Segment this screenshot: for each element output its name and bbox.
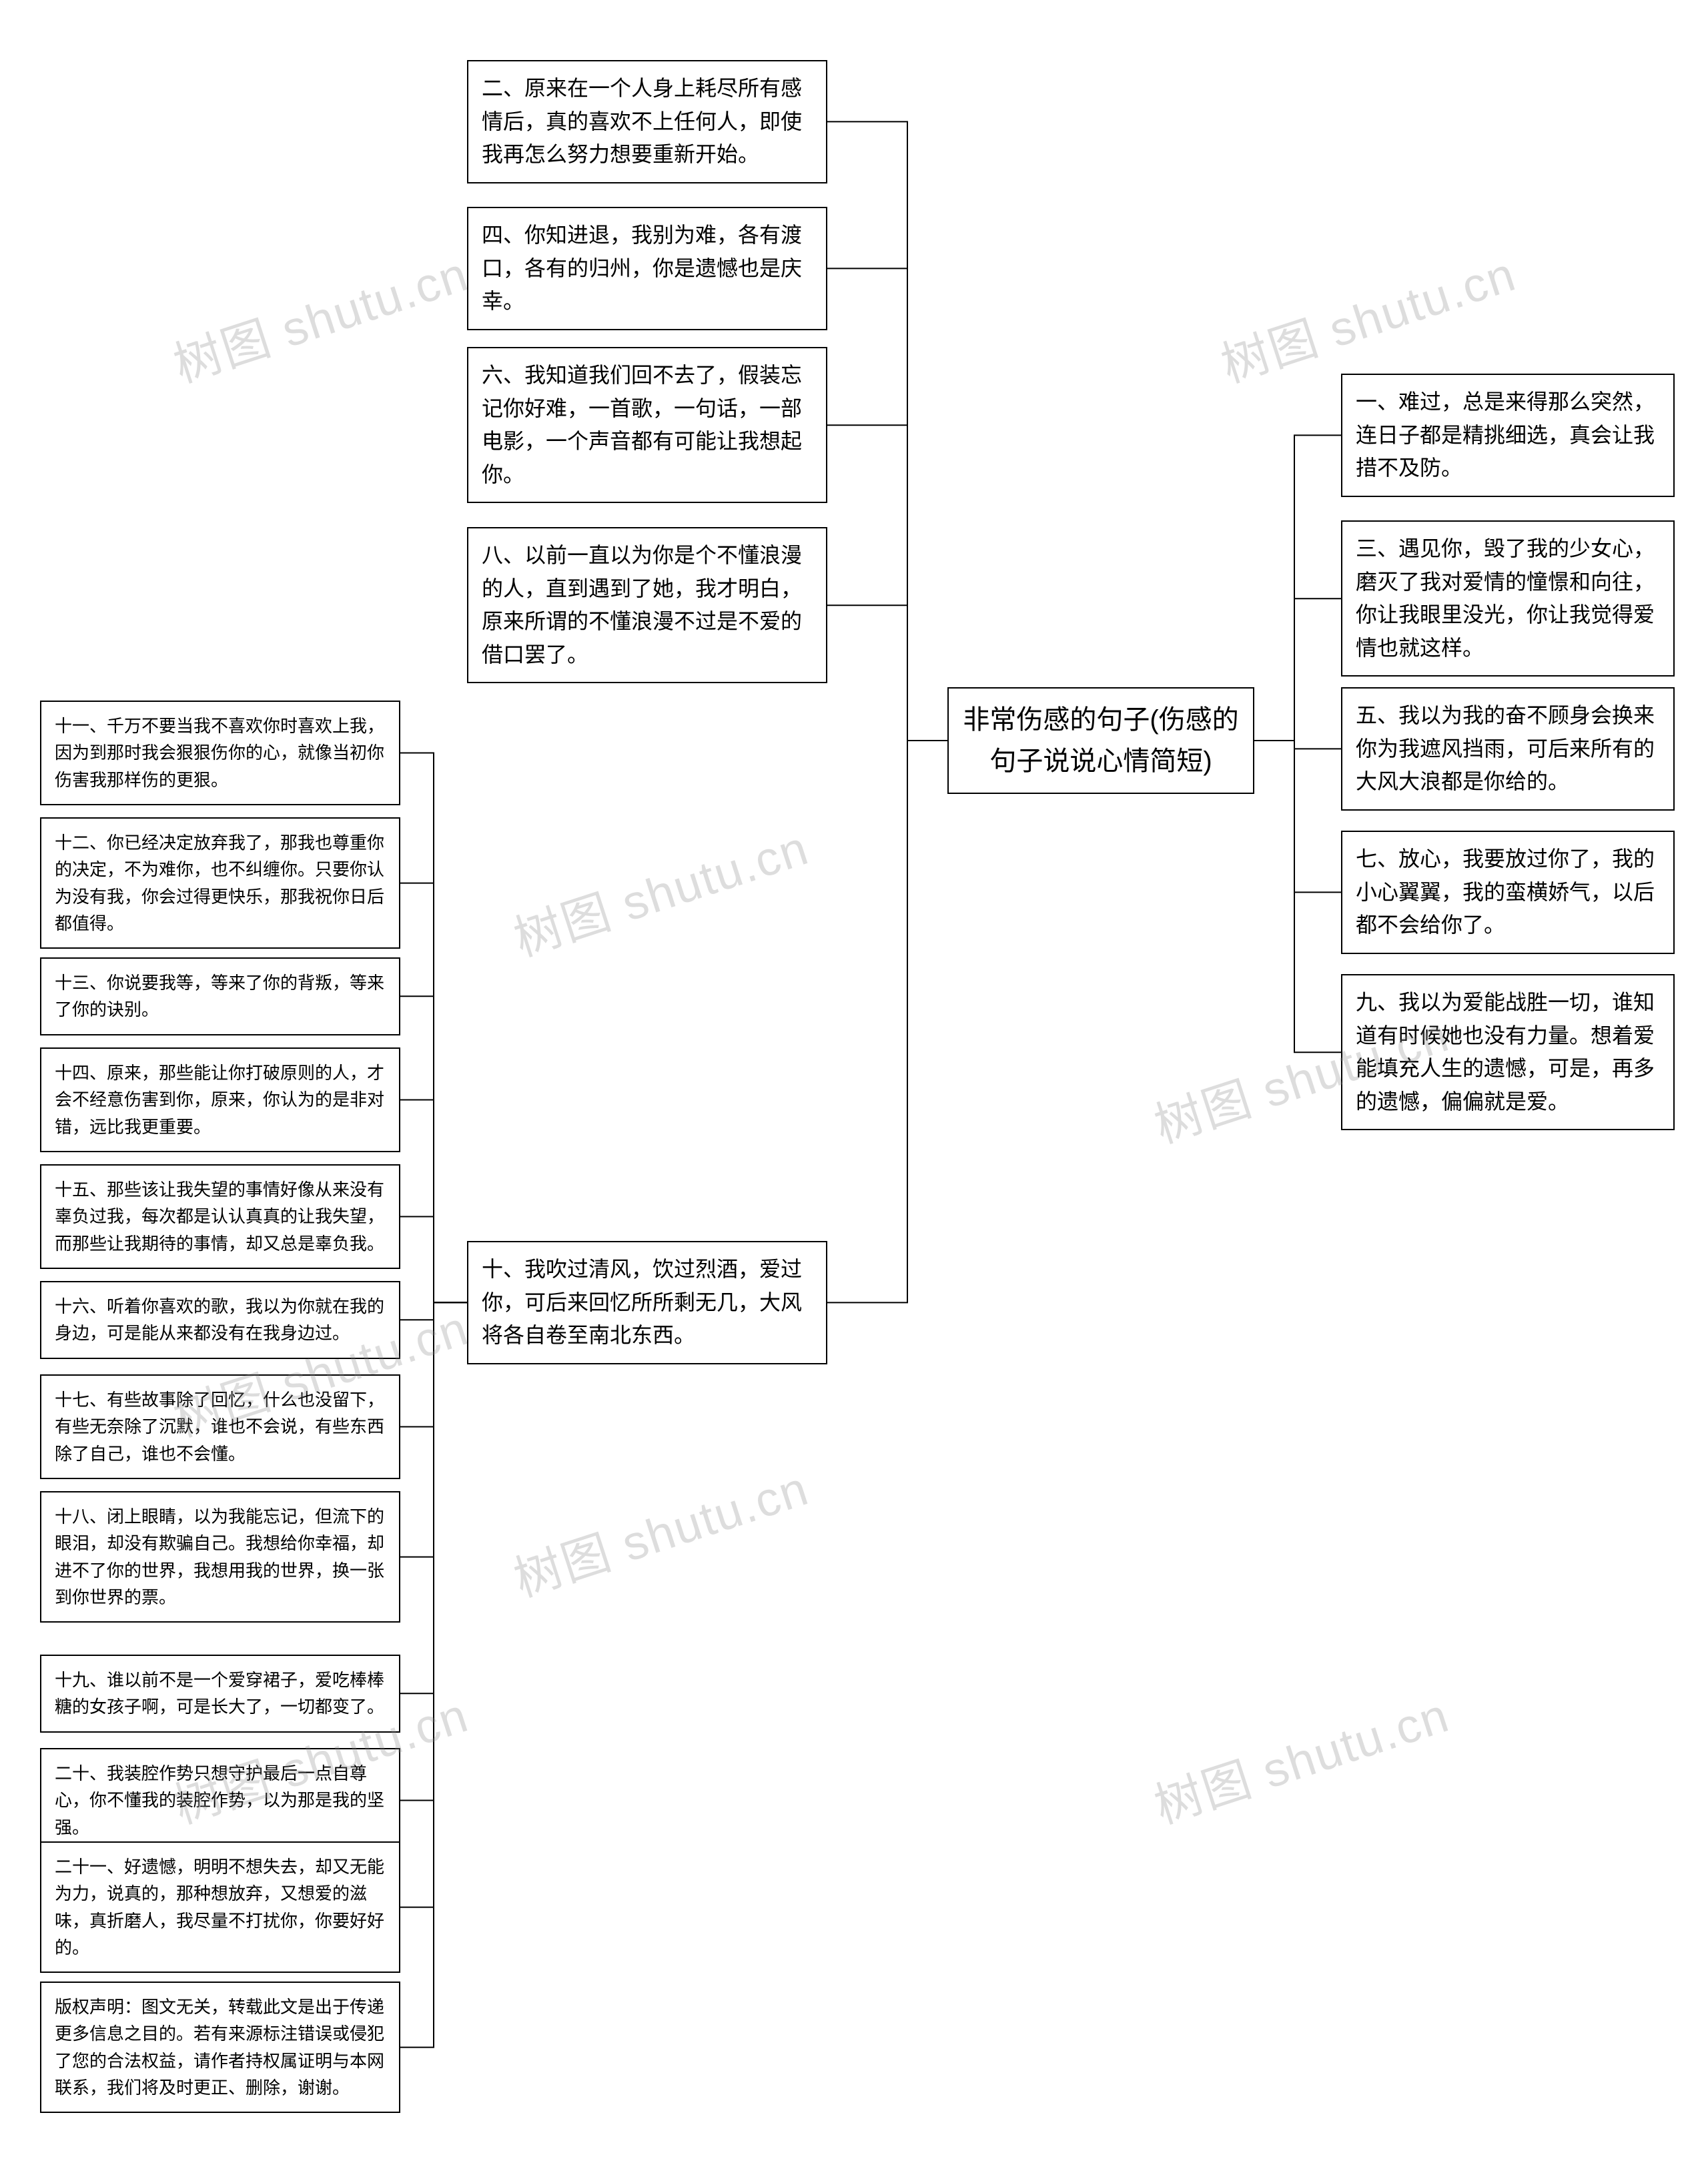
leaf-label-copyright: 版权声明：图文无关，转载此文是出于传递更多信息之目的。若有来源标注错误或侵犯了您…: [55, 1997, 384, 2098]
left-upper-label-4: 四、你知进退，我别为难，各有渡口，各有的归州，你是遗憾也是庆幸。: [482, 223, 802, 313]
left-node-10: 十、我吹过清风，饮过烈酒，爱过你，可后来回忆所所剩无几，大风将各自卷至南北东西。: [467, 1241, 827, 1364]
right-node-1: 一、难过，总是来得那么突然，连日子都是精挑细选，真会让我措不及防。: [1341, 374, 1675, 497]
leaf-node-11: 十一、千万不要当我不喜欢你时喜欢上我，因为到那时我会狠狠伤你的心，就像当初你伤害…: [40, 701, 400, 805]
left-upper-node-8: 八、以前一直以为你是个不懂浪漫的人，直到遇到了她，我才明白，原来所谓的不懂浪漫不…: [467, 527, 827, 683]
leaf-node-13: 十三、你说要我等，等来了你的背叛，等来了你的诀别。: [40, 957, 400, 1035]
right-node-3: 三、遇见你，毁了我的少女心，磨灭了我对爱情的憧憬和向往，你让我眼里没光，你让我觉…: [1341, 520, 1675, 677]
leaf-node-20: 二十、我装腔作势只想守护最后一点自尊心，你不懂我的装腔作势，以为那是我的坚强。: [40, 1748, 400, 1853]
right-node-7: 七、放心，我要放过你了，我的小心翼翼，我的蛮横娇气，以后都不会给你了。: [1341, 831, 1675, 954]
leaf-node-17: 十七、有些故事除了回忆，什么也没留下，有些无奈除了沉默，谁也不会说，有些东西除了…: [40, 1374, 400, 1479]
watermark: 树图 shutu.cn: [504, 1449, 816, 1610]
leaf-label-13: 十三、你说要我等，等来了你的背叛，等来了你的诀别。: [55, 973, 384, 1019]
mindmap-stage: 非常伤感的句子(伤感的句子说说心情简短) 一、难过，总是来得那么突然，连日子都是…: [0, 0, 1708, 2179]
leaf-node-21: 二十一、好遗憾，明明不想失去，却又无能为力，说真的，那种想放弃，又想爱的滋味，真…: [40, 1841, 400, 1973]
right-label-5: 五、我以为我的奋不顾身会换来你为我遮风挡雨，可后来所有的大风大浪都是你给的。: [1356, 703, 1655, 793]
leaf-label-12: 十二、你已经决定放弃我了，那我也尊重你的决定，不为难你，也不纠缠你。只要你认为没…: [55, 833, 384, 933]
leaf-node-18: 十八、闭上眼睛，以为我能忘记，但流下的眼泪，却没有欺骗自己。我想给你幸福，却进不…: [40, 1491, 400, 1623]
leaf-label-16: 十六、听着你喜欢的歌，我以为你就在我的身边，可是能从来都没有在我身边过。: [55, 1296, 384, 1343]
leaf-label-19: 十九、谁以前不是一个爱穿裙子，爱吃棒棒糖的女孩子啊，可是长大了，一切都变了。: [55, 1670, 384, 1717]
leaf-label-17: 十七、有些故事除了回忆，什么也没留下，有些无奈除了沉默，谁也不会说，有些东西除了…: [55, 1390, 384, 1464]
leaf-label-14: 十四、原来，那些能让你打破原则的人，才会不经意伤害到你，原来，你认为的是非对错，…: [55, 1063, 384, 1137]
leaf-label-20: 二十、我装腔作势只想守护最后一点自尊心，你不懂我的装腔作势，以为那是我的坚强。: [55, 1763, 384, 1837]
leaf-node-15: 十五、那些该让我失望的事情好像从来没有辜负过我，每次都是认认真真的让我失望，而那…: [40, 1164, 400, 1269]
leaf-label-11: 十一、千万不要当我不喜欢你时喜欢上我，因为到那时我会狠狠伤你的心，就像当初你伤害…: [55, 716, 384, 790]
watermark: 树图 shutu.cn: [163, 235, 476, 396]
right-node-5: 五、我以为我的奋不顾身会换来你为我遮风挡雨，可后来所有的大风大浪都是你给的。: [1341, 687, 1675, 811]
left-upper-label-8: 八、以前一直以为你是个不懂浪漫的人，直到遇到了她，我才明白，原来所谓的不懂浪漫不…: [482, 543, 802, 667]
right-label-7: 七、放心，我要放过你了，我的小心翼翼，我的蛮横娇气，以后都不会给你了。: [1356, 847, 1655, 937]
left-upper-node-6: 六、我知道我们回不去了，假装忘记你好难，一首歌，一句话，一部电影，一个声音都有可…: [467, 347, 827, 503]
right-label-3: 三、遇见你，毁了我的少女心，磨灭了我对爱情的憧憬和向往，你让我眼里没光，你让我觉…: [1356, 536, 1655, 660]
leaf-node-12: 十二、你已经决定放弃我了，那我也尊重你的决定，不为难你，也不纠缠你。只要你认为没…: [40, 817, 400, 949]
right-label-9: 九、我以为爱能战胜一切，谁知道有时候她也没有力量。想着爱能填充人生的遗憾，可是，…: [1356, 990, 1655, 1114]
watermark: 树图 shutu.cn: [504, 809, 816, 969]
left-upper-node-4: 四、你知进退，我别为难，各有渡口，各有的归州，你是遗憾也是庆幸。: [467, 207, 827, 330]
center-label: 非常伤感的句子(伤感的句子说说心情简短): [963, 705, 1238, 776]
left-label-10: 十、我吹过清风，饮过烈酒，爱过你，可后来回忆所所剩无几，大风将各自卷至南北东西。: [482, 1257, 802, 1347]
watermark: 树图 shutu.cn: [1211, 235, 1523, 396]
left-upper-label-6: 六、我知道我们回不去了，假装忘记你好难，一首歌，一句话，一部电影，一个声音都有可…: [482, 363, 802, 486]
leaf-label-18: 十八、闭上眼睛，以为我能忘记，但流下的眼泪，却没有欺骗自己。我想给你幸福，却进不…: [55, 1506, 384, 1607]
leaf-node-copyright: 版权声明：图文无关，转载此文是出于传递更多信息之目的。若有来源标注错误或侵犯了您…: [40, 1982, 400, 2113]
left-upper-label-2: 二、原来在一个人身上耗尽所有感情后，真的喜欢不上任何人，即使我再怎么努力想要重新…: [482, 76, 802, 166]
right-node-9: 九、我以为爱能战胜一切，谁知道有时候她也没有力量。想着爱能填充人生的遗憾，可是，…: [1341, 974, 1675, 1130]
leaf-label-21: 二十一、好遗憾，明明不想失去，却又无能为力，说真的，那种想放弃，又想爱的滋味，真…: [55, 1857, 384, 1957]
left-upper-node-2: 二、原来在一个人身上耗尽所有感情后，真的喜欢不上任何人，即使我再怎么努力想要重新…: [467, 60, 827, 183]
leaf-label-15: 十五、那些该让我失望的事情好像从来没有辜负过我，每次都是认认真真的让我失望，而那…: [55, 1180, 384, 1254]
center-node: 非常伤感的句子(伤感的句子说说心情简短): [947, 687, 1254, 794]
leaf-node-19: 十九、谁以前不是一个爱穿裙子，爱吃棒棒糖的女孩子啊，可是长大了，一切都变了。: [40, 1655, 400, 1733]
leaf-node-16: 十六、听着你喜欢的歌，我以为你就在我的身边，可是能从来都没有在我身边过。: [40, 1281, 400, 1359]
leaf-node-14: 十四、原来，那些能让你打破原则的人，才会不经意伤害到你，原来，你认为的是非对错，…: [40, 1047, 400, 1152]
right-label-1: 一、难过，总是来得那么突然，连日子都是精挑细选，真会让我措不及防。: [1356, 390, 1655, 480]
watermark: 树图 shutu.cn: [1144, 1676, 1456, 1837]
